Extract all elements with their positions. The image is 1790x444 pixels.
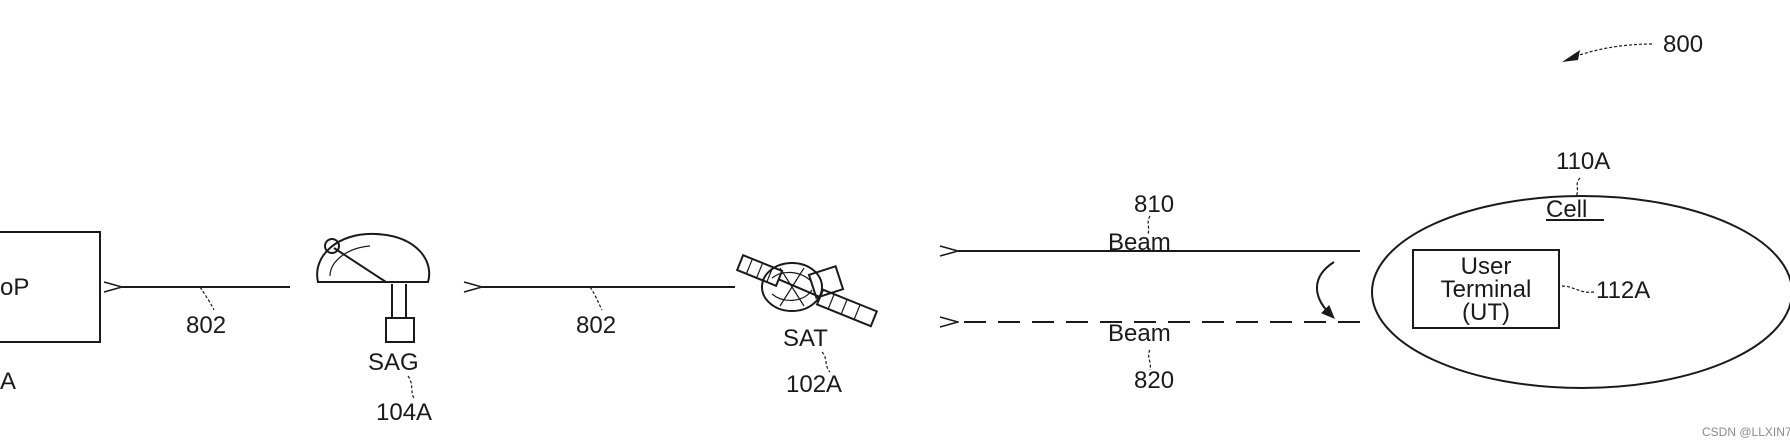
- figure-ref-label: 800: [1663, 31, 1703, 58]
- user-terminal-box: User Terminal (UT) 112A: [1413, 250, 1650, 328]
- beam-forward: Beam 810: [958, 191, 1360, 256]
- ut-ref: 112A: [1596, 277, 1650, 304]
- beam-return-label: Beam: [1108, 320, 1171, 347]
- sat-ref: 102A: [786, 371, 842, 398]
- beam-forward-ref: 810: [1134, 191, 1174, 218]
- sag-dish-icon: SAG 104A: [317, 234, 432, 426]
- link-sat-sag-ref: 802: [576, 312, 616, 339]
- sag-label: SAG: [368, 349, 419, 376]
- link-sag-pop-ref: 802: [186, 312, 226, 339]
- satellite-icon: SAT 102A: [736, 255, 877, 398]
- figure-ref-800: 800: [1562, 31, 1703, 62]
- pop-box: oP A: [0, 232, 100, 395]
- beam-return: Beam 820: [958, 320, 1360, 394]
- sag-ref: 104A: [376, 399, 432, 426]
- pop-ref: A: [0, 368, 16, 395]
- cell-ref: 110A: [1556, 148, 1610, 175]
- watermark: CSDN @LLXIN7: [1702, 425, 1790, 439]
- sat-label: SAT: [783, 325, 828, 352]
- link-sat-to-sag: 802: [482, 287, 735, 339]
- beam-return-ref: 820: [1134, 367, 1174, 394]
- pop-label: oP: [0, 274, 29, 301]
- beam-switch-arrow-icon: [1317, 262, 1334, 314]
- link-sag-to-pop: 802: [122, 287, 290, 339]
- cell-label: Cell: [1546, 196, 1587, 223]
- beam-forward-label: Beam: [1108, 229, 1171, 256]
- cell-region: Cell 110A: [1372, 148, 1790, 388]
- ut-line3: (UT): [1462, 299, 1510, 326]
